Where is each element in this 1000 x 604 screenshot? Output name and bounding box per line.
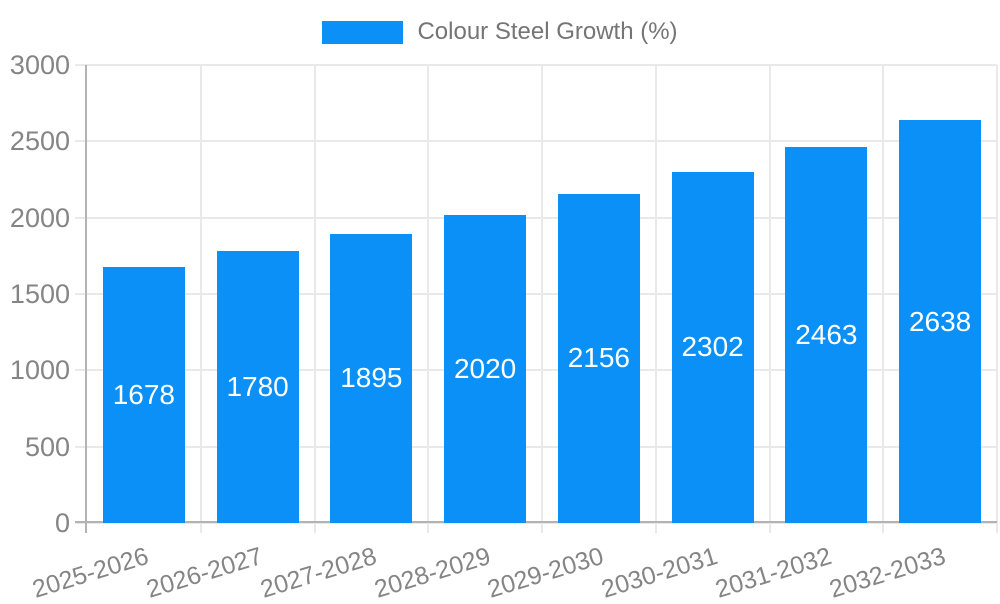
y-gridline xyxy=(75,293,997,295)
x-axis-label: 2031-2032 xyxy=(712,542,835,604)
x-axis-label: 2029-2030 xyxy=(484,542,608,604)
bar[interactable]: 1678 xyxy=(102,266,185,523)
y-tick-label: 1000 xyxy=(9,355,70,386)
x-gridline xyxy=(427,65,430,533)
y-tick-label: 500 xyxy=(24,431,70,462)
bar[interactable]: 2302 xyxy=(671,171,754,523)
legend-swatch xyxy=(322,20,404,44)
x-axis-label: 2030-2031 xyxy=(598,542,721,604)
x-gridline xyxy=(996,65,998,533)
bar[interactable]: 1780 xyxy=(216,251,299,523)
x-axis-label: 2027-2028 xyxy=(257,542,380,604)
y-tick-label: 2000 xyxy=(9,202,70,233)
bar[interactable]: 2638 xyxy=(899,120,982,523)
bar-value-label: 2156 xyxy=(567,342,631,374)
x-gridline xyxy=(768,65,771,533)
x-gridline xyxy=(654,65,657,533)
x-gridline xyxy=(882,65,885,533)
y-tick-label: 1500 xyxy=(9,279,70,309)
bar-value-label: 2302 xyxy=(681,331,744,363)
bar-value-label: 1780 xyxy=(226,371,289,403)
bar-value-label: 1895 xyxy=(340,362,403,394)
y-gridline xyxy=(75,140,997,143)
bar-value-label: 2463 xyxy=(795,318,858,350)
y-tick-label: 0 xyxy=(54,508,70,538)
legend-label: Colour Steel Growth (%) xyxy=(417,18,678,45)
x-axis-label: 2028-2029 xyxy=(370,542,494,604)
bar[interactable]: 1895 xyxy=(330,233,413,523)
bar[interactable]: 2020 xyxy=(444,214,527,523)
bar-value-label: 2020 xyxy=(453,352,517,384)
x-gridline xyxy=(199,65,202,533)
y-gridline xyxy=(75,445,997,448)
y-tick-label: 3000 xyxy=(9,50,70,80)
y-tick-label: 2500 xyxy=(9,126,70,157)
x-axis-line xyxy=(75,521,997,523)
y-gridline xyxy=(75,369,997,372)
x-axis-label: 2025-2026 xyxy=(29,542,153,604)
x-gridline xyxy=(541,65,543,533)
x-axis-label: 2032-2033 xyxy=(825,542,949,604)
bar[interactable]: 2463 xyxy=(785,146,868,523)
y-gridline xyxy=(75,216,997,219)
bar[interactable]: 2156 xyxy=(557,193,640,523)
legend-item[interactable]: Colour Steel Growth (%) xyxy=(0,18,1000,46)
bar-value-label: 2638 xyxy=(908,305,972,337)
x-gridline xyxy=(313,65,316,533)
y-gridline xyxy=(75,64,997,66)
x-axis-label: 2026-2027 xyxy=(143,542,266,604)
y-axis-line xyxy=(85,65,87,533)
y-gridline xyxy=(75,522,997,524)
bar-value-label: 1678 xyxy=(112,378,176,410)
